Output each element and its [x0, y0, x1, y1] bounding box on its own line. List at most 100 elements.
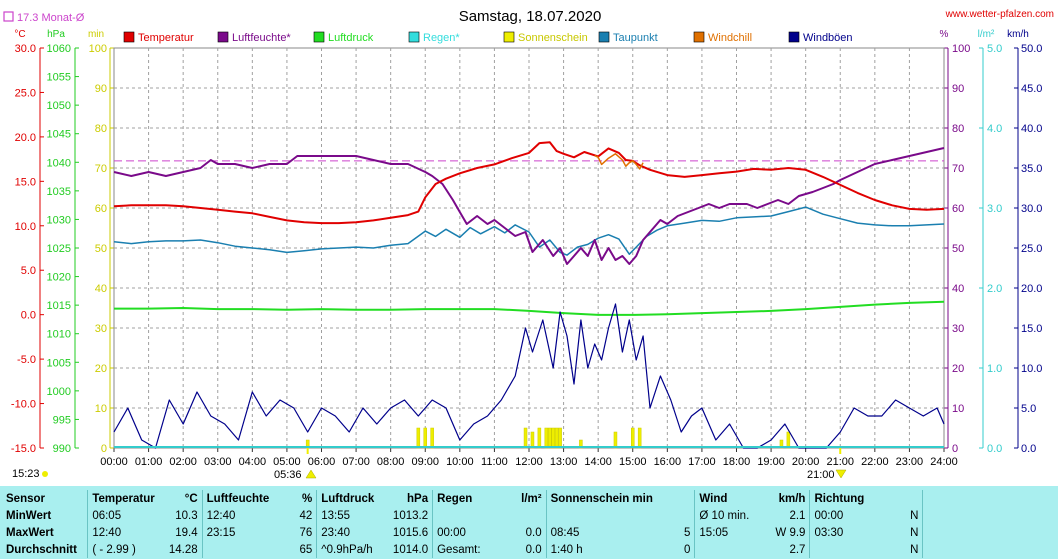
stats-header-hum-unit: %	[302, 492, 313, 505]
temp-tick-label: -15.0	[11, 443, 36, 455]
series-line-luftdruck	[114, 300, 945, 316]
stats-min-rain-val	[500, 507, 547, 524]
legend-swatch	[693, 31, 705, 43]
stats-max-wind-val: W 9.9	[775, 526, 806, 539]
stats-max-hum-val: 76	[299, 526, 313, 539]
sunshine-bar	[551, 427, 555, 449]
stats-avg-hum-time	[201, 541, 280, 558]
x-tick-label: 22:00	[861, 456, 889, 468]
stats-header-rain: Regen	[432, 490, 500, 507]
legend-label: Luftfeuchte*	[232, 32, 291, 44]
pressure-tick-label: 1020	[47, 272, 71, 284]
stats-max-temp-val: 19.4	[175, 526, 198, 539]
grid	[113, 47, 945, 449]
stats-avg-dir-time	[809, 541, 878, 558]
humidity-tick-label: 90	[952, 83, 964, 95]
stats-min-rain-time	[432, 507, 500, 524]
wind-tick-label: 35.0	[1021, 163, 1042, 175]
series-line-temperatur	[113, 141, 945, 225]
sunshine-bar	[613, 431, 618, 449]
labels: 00:00 01:00 02:00 03:00 04:00 05:00 06:00 07:00…	[3, 8, 1054, 481]
x-tick-label: 23:00	[896, 456, 924, 468]
rain-tick-label: 1.0	[987, 363, 1002, 375]
series	[113, 141, 945, 449]
sun-tick-label: 50	[95, 243, 107, 255]
stats-avg-sun-val: 0	[684, 543, 691, 556]
rain-tick-label: 2.0	[987, 283, 1002, 295]
stats-header-row: Sensor Temperatur °C Luftfeuchte % Luftd…	[2, 490, 1058, 507]
x-tick-label: 04:00	[239, 456, 267, 468]
stats-header-temp-unit: °C	[184, 492, 198, 505]
pressure-tick-label: 1060	[47, 43, 71, 55]
x-tick-label: 09:00	[411, 456, 439, 468]
temp-tick-label: 5.0	[21, 265, 36, 277]
stats-avg-temp-val: 14.28	[168, 543, 198, 556]
x-tick-label: 07:00	[342, 456, 370, 468]
sunshine-bar	[544, 427, 549, 449]
temp-unit-label: °C	[14, 29, 25, 40]
legend-label: Windböen	[803, 32, 853, 44]
stats-header-dir: Richtung	[809, 490, 878, 507]
legend-swatch	[217, 31, 229, 43]
temp-tick-label: 15.0	[15, 176, 36, 188]
stats-max-press-val: 1015.6	[392, 526, 429, 539]
sunshine-bar	[523, 427, 528, 449]
legend-label: Regen*	[423, 32, 460, 44]
wind-tick-label: 5.0	[1021, 403, 1036, 415]
legend-swatch	[598, 31, 610, 43]
x-tick-label: 21:00	[826, 456, 854, 468]
stats-max-rain-val: 0.0	[525, 526, 542, 539]
rain-tick-label: 0.0	[987, 443, 1002, 455]
stats-min-dir-val: N	[910, 509, 919, 522]
month-average-label: 17.3 Monat-Ø	[17, 12, 85, 24]
stats-avg-press-val: 1014.0	[392, 543, 429, 556]
sun-unit-label: min	[88, 29, 104, 40]
stats-avg-rain-val: 0.0	[525, 543, 542, 556]
series-line-windchill	[594, 153, 644, 170]
sun-tick-label: 10	[95, 403, 107, 415]
sunset-time-label: 21:00	[807, 469, 835, 481]
sunshine-bar	[558, 427, 562, 449]
sunshine-bar	[416, 427, 421, 449]
stats-min-temp-time: 06:05	[87, 507, 164, 524]
sunshine-bar	[548, 427, 552, 449]
stats-avg-temp-time: ( - 2.99 )	[87, 541, 164, 558]
x-tick-label: 17:00	[688, 456, 716, 468]
rain-tick-label: 5.0	[987, 43, 1002, 55]
x-tick-label: 11:00	[481, 456, 508, 468]
pressure-tick-label: 1030	[47, 214, 71, 226]
stats-min-wind-time: Ø 10 min.	[694, 507, 763, 524]
pressure-tick-label: 1010	[47, 329, 71, 341]
x-tick-label: 10:00	[446, 456, 474, 468]
x-tick-label: 01:00	[135, 456, 163, 468]
sun-tick-label: 70	[95, 163, 107, 175]
stats-header-rain-unit: l/m²	[521, 492, 542, 505]
pressure-tick-label: 1050	[47, 100, 71, 112]
stats-avg-wind-val: 2.7	[789, 543, 806, 556]
x-tick-label: 18:00	[723, 456, 751, 468]
sunshine-bar	[554, 427, 559, 449]
stats-max-sun-val: 5	[684, 526, 691, 539]
stats-max-dir-time: 03:30	[809, 524, 878, 541]
wind-tick-label: 50.0	[1021, 43, 1042, 55]
sun-tick-label: 90	[95, 83, 107, 95]
chart-title: Samstag, 18.07.2020	[459, 8, 602, 25]
x-tick-label: 15:00	[619, 456, 647, 468]
sunshine-bar	[430, 427, 434, 449]
x-tick-label: 00:00	[100, 456, 128, 468]
sunshine-bar	[423, 427, 427, 449]
sun-tick-label: 0	[101, 443, 107, 455]
legend-swatch	[123, 31, 135, 43]
pressure-tick-label: 995	[53, 414, 71, 426]
stats-min-wind-val: 2.1	[789, 509, 806, 522]
humidity-unit-label: %	[940, 29, 949, 40]
stats-header-hum: Luftfeuchte	[201, 490, 280, 507]
humidity-tick-label: 70	[952, 163, 964, 175]
pressure-tick-label: 1015	[47, 300, 71, 312]
wind-unit-label: km/h	[1007, 29, 1029, 40]
stats-header-sun: Sonnenschein min	[545, 490, 657, 507]
x-tick-label: 20:00	[792, 456, 820, 468]
stats-max-temp-time: 12:40	[87, 524, 164, 541]
humidity-tick-label: 30	[952, 323, 964, 335]
wind-tick-label: 15.0	[1021, 323, 1042, 335]
